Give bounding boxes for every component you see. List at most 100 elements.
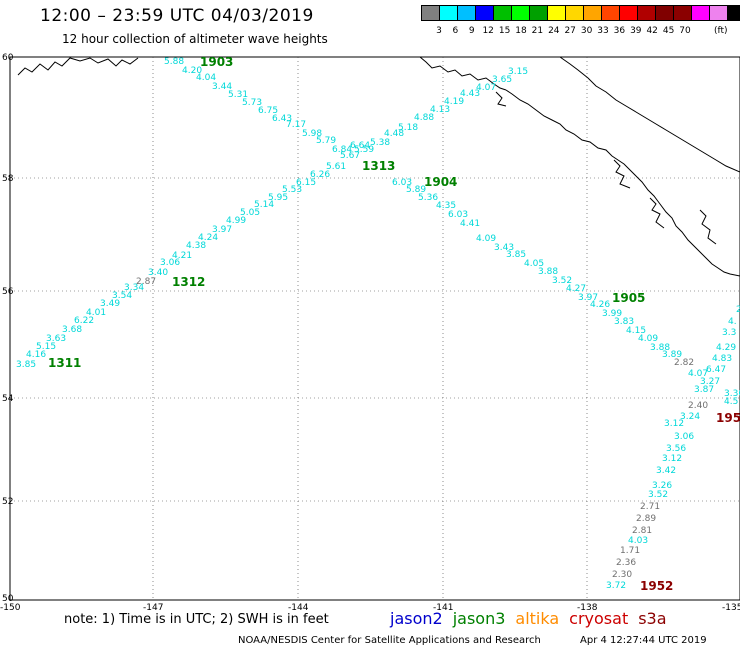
colorbar-tick-label: 33	[597, 26, 609, 36]
wave-height-value: 4.05	[524, 259, 544, 269]
satellite-name: altika	[515, 609, 560, 628]
colorbar-tick-label: 6	[452, 26, 459, 36]
wave-height-value: 6.43	[272, 114, 292, 124]
wave-height-value: 5.59	[354, 145, 374, 155]
colorbar-tick-label: 3	[436, 26, 442, 36]
colorbar-tick-label: 36	[613, 26, 626, 36]
grid-lines	[10, 57, 740, 600]
wave-height-value: 3.87	[694, 385, 714, 395]
wave-height-value: 3.44	[212, 82, 232, 92]
wave-height-value: 7.17	[286, 120, 306, 130]
wave-height-colorbar: 3 6 9 12 15 18 21 24 27 30 33 36 39 42 45 70 (ft)	[421, 5, 740, 36]
wave-height-value: 6.84	[332, 145, 352, 155]
map-title: 12:00 – 23:59 UTC 04/03/2019	[40, 6, 314, 26]
wave-height-value: 3.63	[46, 334, 66, 344]
wave-height-value: 4.13	[430, 105, 450, 115]
pass-time-label: 1905	[612, 291, 645, 305]
wave-height-value: 4.38	[186, 241, 206, 251]
wave-height-value: 4.04	[196, 73, 216, 83]
wave-height-value: 4.27	[566, 284, 586, 294]
wave-height-value: 5.61	[326, 162, 346, 172]
wave-height-value: 3.36	[724, 389, 740, 399]
lon-label: -144	[288, 603, 309, 613]
wave-height-value: 3.42	[656, 466, 676, 476]
wave-height-value: 3.3	[722, 328, 736, 338]
wave-height-value: 3.43	[494, 243, 514, 253]
wave-height-value: 2.36	[616, 558, 636, 568]
wave-height-value: 4.01	[86, 308, 106, 318]
wave-height-value: 3.97	[212, 225, 232, 235]
wave-height-value: 4.5	[724, 397, 738, 407]
pass-time-label: 1904	[424, 175, 457, 189]
wave-height-value: 2.40	[688, 401, 708, 411]
wave-height-value: 4.88	[414, 113, 434, 123]
pass-time-label: 1903	[200, 55, 233, 69]
wave-height-value: 4.24	[198, 233, 218, 243]
wave-height-value: 5.89	[406, 185, 426, 195]
wave-height-value: 5.88	[164, 57, 184, 67]
wave-height-value: 3.56	[666, 444, 686, 454]
wave-height-value: 5.53	[282, 185, 302, 195]
wave-height-value: 2.82	[674, 358, 694, 368]
colorbar-tick-label: 12	[482, 26, 494, 36]
wave-height-value: 4.29	[716, 343, 736, 353]
map-frame	[9, 56, 740, 601]
wave-height-value: 3.89	[662, 350, 682, 360]
wave-height-value: 2.30	[612, 570, 632, 580]
satellite-name: jason3	[452, 609, 506, 628]
wave-height-value: 3.72	[606, 581, 626, 591]
wave-height-value: 6.26	[310, 170, 330, 180]
wave-height-value: 3.68	[62, 325, 82, 335]
lon-label: -135	[722, 603, 740, 613]
wave-height-value: 3.88	[650, 343, 670, 353]
wave-height-value: 4.19	[444, 97, 464, 107]
colorbar-tick-label: 70	[679, 26, 691, 36]
wave-height-value: 3.88	[538, 267, 558, 277]
generated-timestamp: Apr 4 12:27:44 UTC 2019	[580, 635, 707, 646]
wave-height-value: 3.34	[124, 283, 144, 293]
wave-height-value: 3.99	[602, 309, 622, 319]
wave-height-value: 3.49	[100, 299, 120, 309]
satellite-name: s3a	[638, 609, 667, 628]
lat-label: 52	[2, 497, 13, 507]
pass-time-label: 1952	[640, 579, 673, 593]
wave-height-value: 4.15	[626, 326, 646, 336]
wave-height-value: 3.85	[506, 250, 526, 260]
wave-height-value: 3.52	[552, 276, 572, 286]
colorbar-tick-label: 18	[515, 26, 527, 36]
track-layer: 3.854.165.153.633.686.224.013.493.543.34…	[16, 57, 740, 591]
wave-height-value: 5.05	[240, 208, 260, 218]
satellite-legend: jason2 jason3 altika cryosat s3a	[390, 609, 677, 628]
wave-height-value: 6.47	[706, 365, 726, 375]
pass-time-label: 1313	[362, 159, 395, 173]
pass-time-label: 1311	[48, 356, 81, 370]
wave-height-value: 4.03	[628, 536, 648, 546]
wave-height-value: 5.36	[418, 193, 438, 203]
pass-time-label: 1312	[172, 275, 205, 289]
wave-height-value: 5.18	[398, 123, 418, 133]
wave-height-value: 4.20	[182, 66, 202, 76]
wave-height-value: 2.89	[636, 514, 656, 524]
time-label-layer: 1311 1312 1313 1903 1904 1905 1952 195	[48, 55, 740, 593]
colorbar-unit: (ft)	[714, 26, 728, 36]
wave-height-value: 3.97	[578, 293, 598, 303]
wave-height-value: 4.21	[172, 251, 192, 261]
wave-height-value: 3.83	[614, 317, 634, 327]
wave-height-value: 6.03	[448, 210, 468, 220]
wave-height-value: 4.48	[384, 129, 404, 139]
wave-height-value: 2.87	[136, 277, 156, 287]
pass-time-label: 195	[716, 411, 740, 425]
wave-height-value: 4.26	[590, 300, 610, 310]
wave-height-value: 5.73	[242, 98, 262, 108]
colorbar-tick-label: 27	[564, 26, 576, 36]
wave-height-value: 4.07	[476, 83, 496, 93]
colorbar-tick-label: 42	[646, 26, 658, 36]
wave-height-value: 3.06	[674, 432, 694, 442]
wave-height-value: 3.52	[648, 490, 668, 500]
lon-label: -138	[577, 603, 598, 613]
colorbar-tick-label: 24	[548, 26, 560, 36]
wave-height-value: 5.79	[316, 136, 336, 146]
wave-height-value: 5.31	[228, 90, 248, 100]
lat-label: 54	[2, 394, 14, 404]
